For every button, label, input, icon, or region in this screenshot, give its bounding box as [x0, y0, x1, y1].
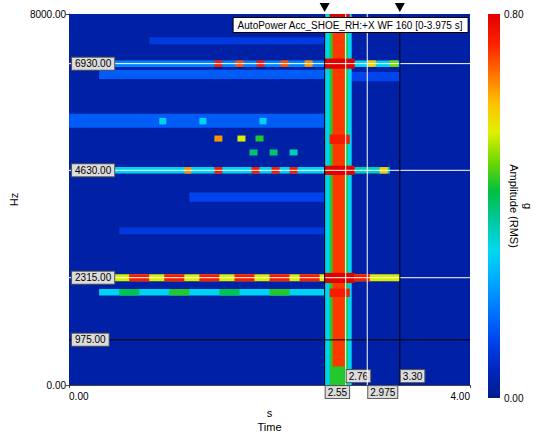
- svg-text:Hz: Hz: [8, 193, 20, 206]
- svg-text:s: s: [267, 407, 273, 419]
- svg-text:4.00: 4.00: [451, 391, 471, 402]
- svg-text:Amplitude (RMS): Amplitude (RMS): [508, 164, 520, 248]
- svg-text:0.80: 0.80: [504, 9, 524, 20]
- svg-text:6930.00: 6930.00: [75, 58, 112, 69]
- svg-text:8000.00: 8000.00: [30, 9, 67, 20]
- svg-text:3.30: 3.30: [403, 371, 423, 382]
- svg-text:2.55: 2.55: [328, 387, 348, 398]
- svg-text:0.00: 0.00: [504, 393, 524, 404]
- svg-text:g: g: [522, 203, 534, 209]
- svg-text:Time: Time: [258, 421, 282, 433]
- svg-text:975.00: 975.00: [75, 334, 106, 345]
- svg-text:0.00: 0.00: [69, 391, 89, 402]
- svg-text:2.975: 2.975: [370, 387, 395, 398]
- svg-text:2315.00: 2315.00: [75, 272, 112, 283]
- svg-text:2.76: 2.76: [349, 371, 369, 382]
- svg-text:4630.00: 4630.00: [75, 165, 112, 176]
- svg-text:0.00: 0.00: [47, 380, 67, 391]
- svg-text:AutoPower Acc_SHOE_RH:+X WF 16: AutoPower Acc_SHOE_RH:+X WF 160 [0-3.975…: [238, 20, 463, 31]
